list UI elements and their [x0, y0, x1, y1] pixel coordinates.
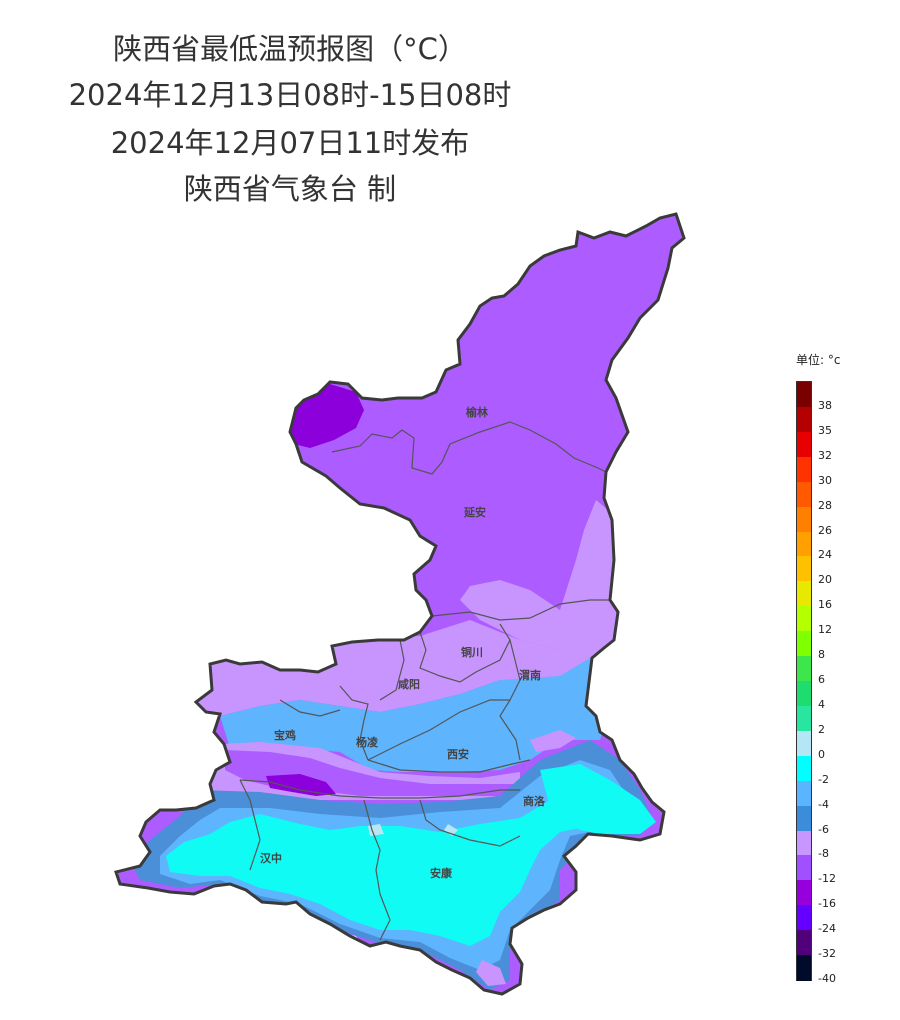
zone-minus2-spot1	[368, 824, 384, 836]
city-label-ankang: 安康	[430, 867, 452, 880]
legend-swatch	[797, 855, 811, 881]
city-label-xianyang: 咸阳	[398, 678, 420, 691]
legend-swatch	[797, 382, 811, 408]
legend-swatch	[797, 656, 811, 682]
county-border-1	[379, 639, 405, 701]
legend-swatch	[797, 681, 811, 707]
legend-tick-label: 0	[818, 747, 825, 761]
legend-tick-label: -40	[818, 972, 836, 985]
legend-swatch	[797, 705, 811, 732]
city-border-yulin-yanan	[331, 421, 607, 475]
legend-tick-label: 2	[818, 722, 825, 736]
county-borders	[239, 421, 610, 941]
legend-swatch	[797, 805, 811, 832]
legend-swatch	[797, 880, 811, 906]
legend-swatch	[797, 631, 811, 657]
issuer: 陕西省气象台 制	[183, 172, 397, 206]
issue-time: 2024年12月07日11时发布	[110, 126, 470, 160]
city-border-xianyang-weinan	[499, 639, 521, 761]
zone-minus4-east	[540, 764, 656, 834]
zone-minus12-se	[476, 960, 506, 986]
city-border-qinling	[239, 779, 520, 799]
city-border-xian	[367, 699, 510, 761]
legend-tick-label: 6	[818, 673, 825, 686]
legend-tick-label: 28	[818, 498, 832, 512]
zone-minus2-spot2	[444, 824, 458, 836]
legend-tick-label: 20	[818, 573, 832, 587]
city-label-yangling: 杨凌	[356, 736, 378, 749]
legend-tick-label: 4	[818, 697, 825, 711]
legend-tick-label: 12	[818, 623, 832, 637]
city-label-baoji: 宝鸡	[274, 729, 296, 742]
city-label-yulin: 榆林	[466, 406, 488, 419]
color-legend-bar	[796, 381, 812, 981]
legend-swatch	[797, 506, 811, 533]
city-label-xian: 西安	[447, 748, 469, 761]
legend-swatch	[797, 780, 811, 807]
map-title: 陕西省最低温预报图（°C）	[113, 32, 467, 66]
legend-swatch	[797, 830, 811, 857]
legend-swatch	[797, 930, 811, 956]
county-border-3	[239, 779, 261, 871]
city-border-baoji-xianyang	[339, 685, 369, 761]
legend-tick-label: -24	[818, 922, 836, 936]
legend-unit-label: 单位: °c	[796, 353, 841, 367]
zone-minus24-qinling	[266, 774, 336, 796]
legend-tick-label: 26	[818, 523, 832, 537]
county-border-2	[279, 699, 341, 717]
city-border-hanzhong-ankang	[363, 799, 391, 941]
legend-swatch	[797, 955, 811, 981]
zone-minus12-east	[460, 500, 620, 650]
legend-swatch	[797, 456, 811, 483]
legend-swatch	[797, 531, 811, 558]
zone-minus12-pocket	[530, 730, 576, 752]
legend-swatch	[797, 481, 811, 508]
legend-swatch	[797, 606, 811, 632]
legend-swatch	[797, 581, 811, 607]
city-border-tongchuan	[419, 623, 511, 683]
legend-tick-label: -32	[818, 947, 836, 961]
legend-swatch	[797, 431, 811, 458]
zone-minus4-hanzhong-ankang	[166, 786, 614, 946]
zone-minus6-central	[220, 652, 612, 772]
legend-tick-label: 24	[818, 548, 832, 562]
legend-tick-label: -16	[818, 897, 836, 911]
legend-tick-label: 30	[818, 473, 832, 487]
legend-swatch	[797, 730, 811, 757]
legend-swatch	[797, 556, 811, 582]
legend-tick-label: 16	[818, 598, 832, 612]
city-border-xian-south	[367, 759, 531, 773]
legend-swatch	[797, 406, 811, 433]
city-label-hanzhong: 汉中	[260, 852, 282, 865]
legend-tick-label: -4	[818, 797, 829, 811]
city-border-ankang-shangluo	[419, 799, 521, 847]
legend-tick-label: -8	[818, 847, 829, 861]
city-label-yanan: 延安	[464, 506, 486, 519]
city-border-yanan-south	[431, 599, 610, 621]
legend-tick-label: 35	[818, 423, 832, 437]
city-label-weinan: 渭南	[519, 669, 541, 682]
legend-swatch	[797, 905, 811, 931]
legend-tick-label: -12	[818, 872, 836, 886]
legend-tick-label: 38	[818, 398, 832, 412]
forecast-period: 2024年12月13日08时-15日08时	[68, 78, 512, 112]
city-label-shangluo: 商洛	[523, 795, 545, 808]
legend-tick-label: 8	[818, 648, 825, 662]
legend-tick-label: -2	[818, 772, 829, 786]
province-outline	[114, 212, 686, 996]
legend-tick-label: 32	[818, 448, 832, 462]
legend-swatch	[797, 755, 811, 782]
legend-tick-label: -6	[818, 822, 829, 836]
city-label-tongchuan: 铜川	[461, 646, 483, 659]
